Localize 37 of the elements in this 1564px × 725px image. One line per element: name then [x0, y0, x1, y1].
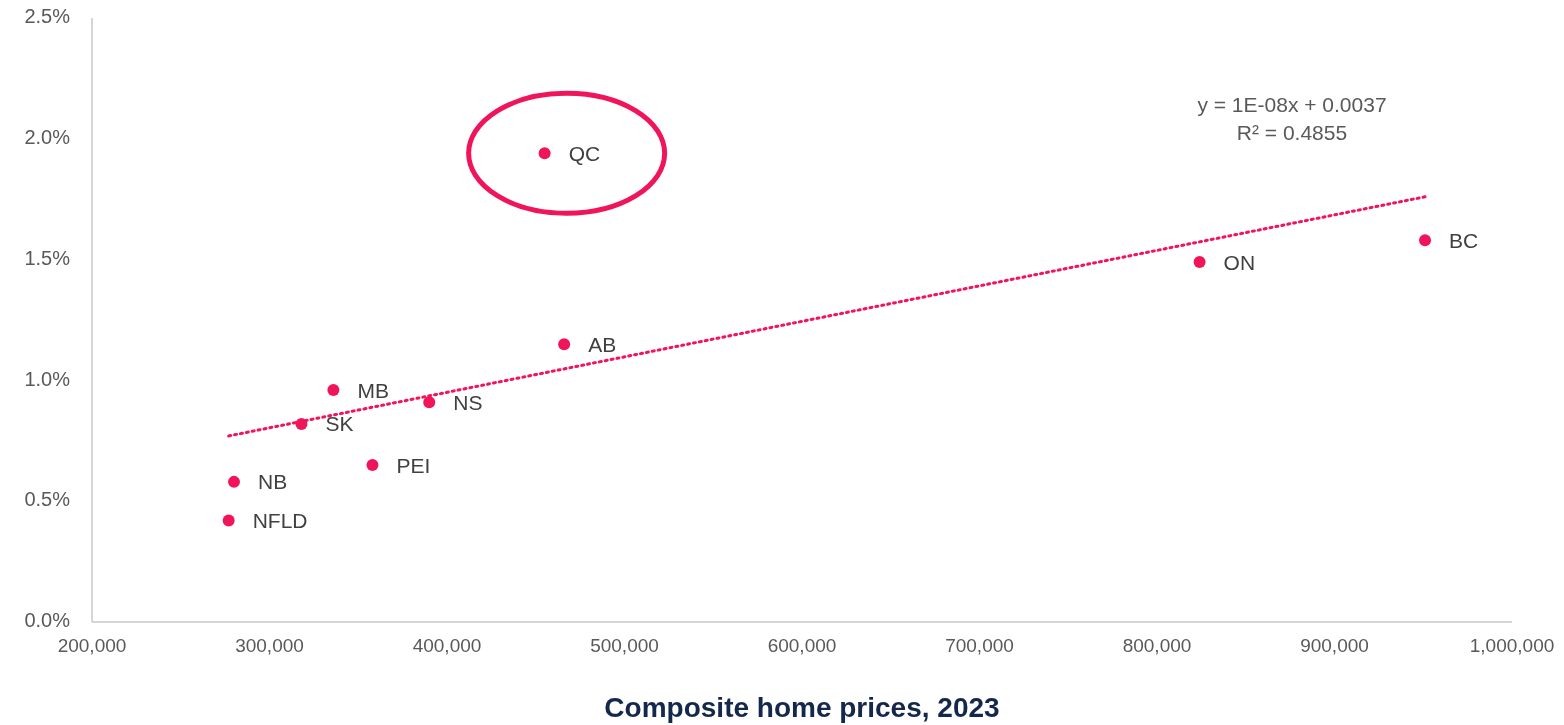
y-tick-label: 1.0%: [24, 367, 71, 390]
x-axis-title: Composite home prices, 2023: [604, 692, 1000, 723]
y-tick-label: 0.0%: [24, 609, 71, 632]
point: [1193, 256, 1206, 269]
point: [222, 514, 235, 527]
y-tick-label: 2.5%: [24, 5, 71, 28]
point: [538, 147, 551, 160]
x-tick-label: 800,000: [1122, 635, 1192, 656]
annotation: BC: [1449, 228, 1479, 252]
x-tick-label: 900,000: [1300, 635, 1369, 656]
annotation: QC: [568, 141, 601, 165]
annotation: NB: [258, 470, 288, 494]
point: [228, 475, 240, 488]
point: [366, 458, 379, 471]
annotation: MB: [357, 378, 389, 402]
annotation: NS: [453, 390, 483, 414]
point: [327, 384, 340, 397]
x-tick-label: 400,000: [412, 635, 482, 656]
annotation: PEI: [396, 453, 431, 477]
annotation: y = 1E-08x + 0.0037: [1197, 93, 1387, 116]
x-tick-label: 700,000: [945, 635, 1014, 656]
point: [558, 338, 571, 351]
annotation: R² = 0.4855: [1236, 121, 1348, 144]
y-tick-label: 2.0%: [24, 126, 71, 149]
annotation: ON: [1223, 250, 1256, 274]
x-tick-label: 600,000: [767, 635, 837, 656]
x-tick-label: 300,000: [235, 635, 304, 656]
x-tick-label: 500,000: [590, 635, 659, 656]
point: [1419, 234, 1432, 247]
point: [423, 396, 436, 409]
annotation: AB: [588, 332, 617, 356]
x-tick-label: 1,000,000: [1469, 635, 1555, 656]
annotation: SK: [325, 412, 354, 436]
x-tick-label: 200,000: [57, 635, 127, 656]
y-tick-label: 0.5%: [24, 488, 71, 511]
annotation: NFLD: [252, 509, 308, 533]
y-tick-label: 1.5%: [24, 246, 71, 269]
